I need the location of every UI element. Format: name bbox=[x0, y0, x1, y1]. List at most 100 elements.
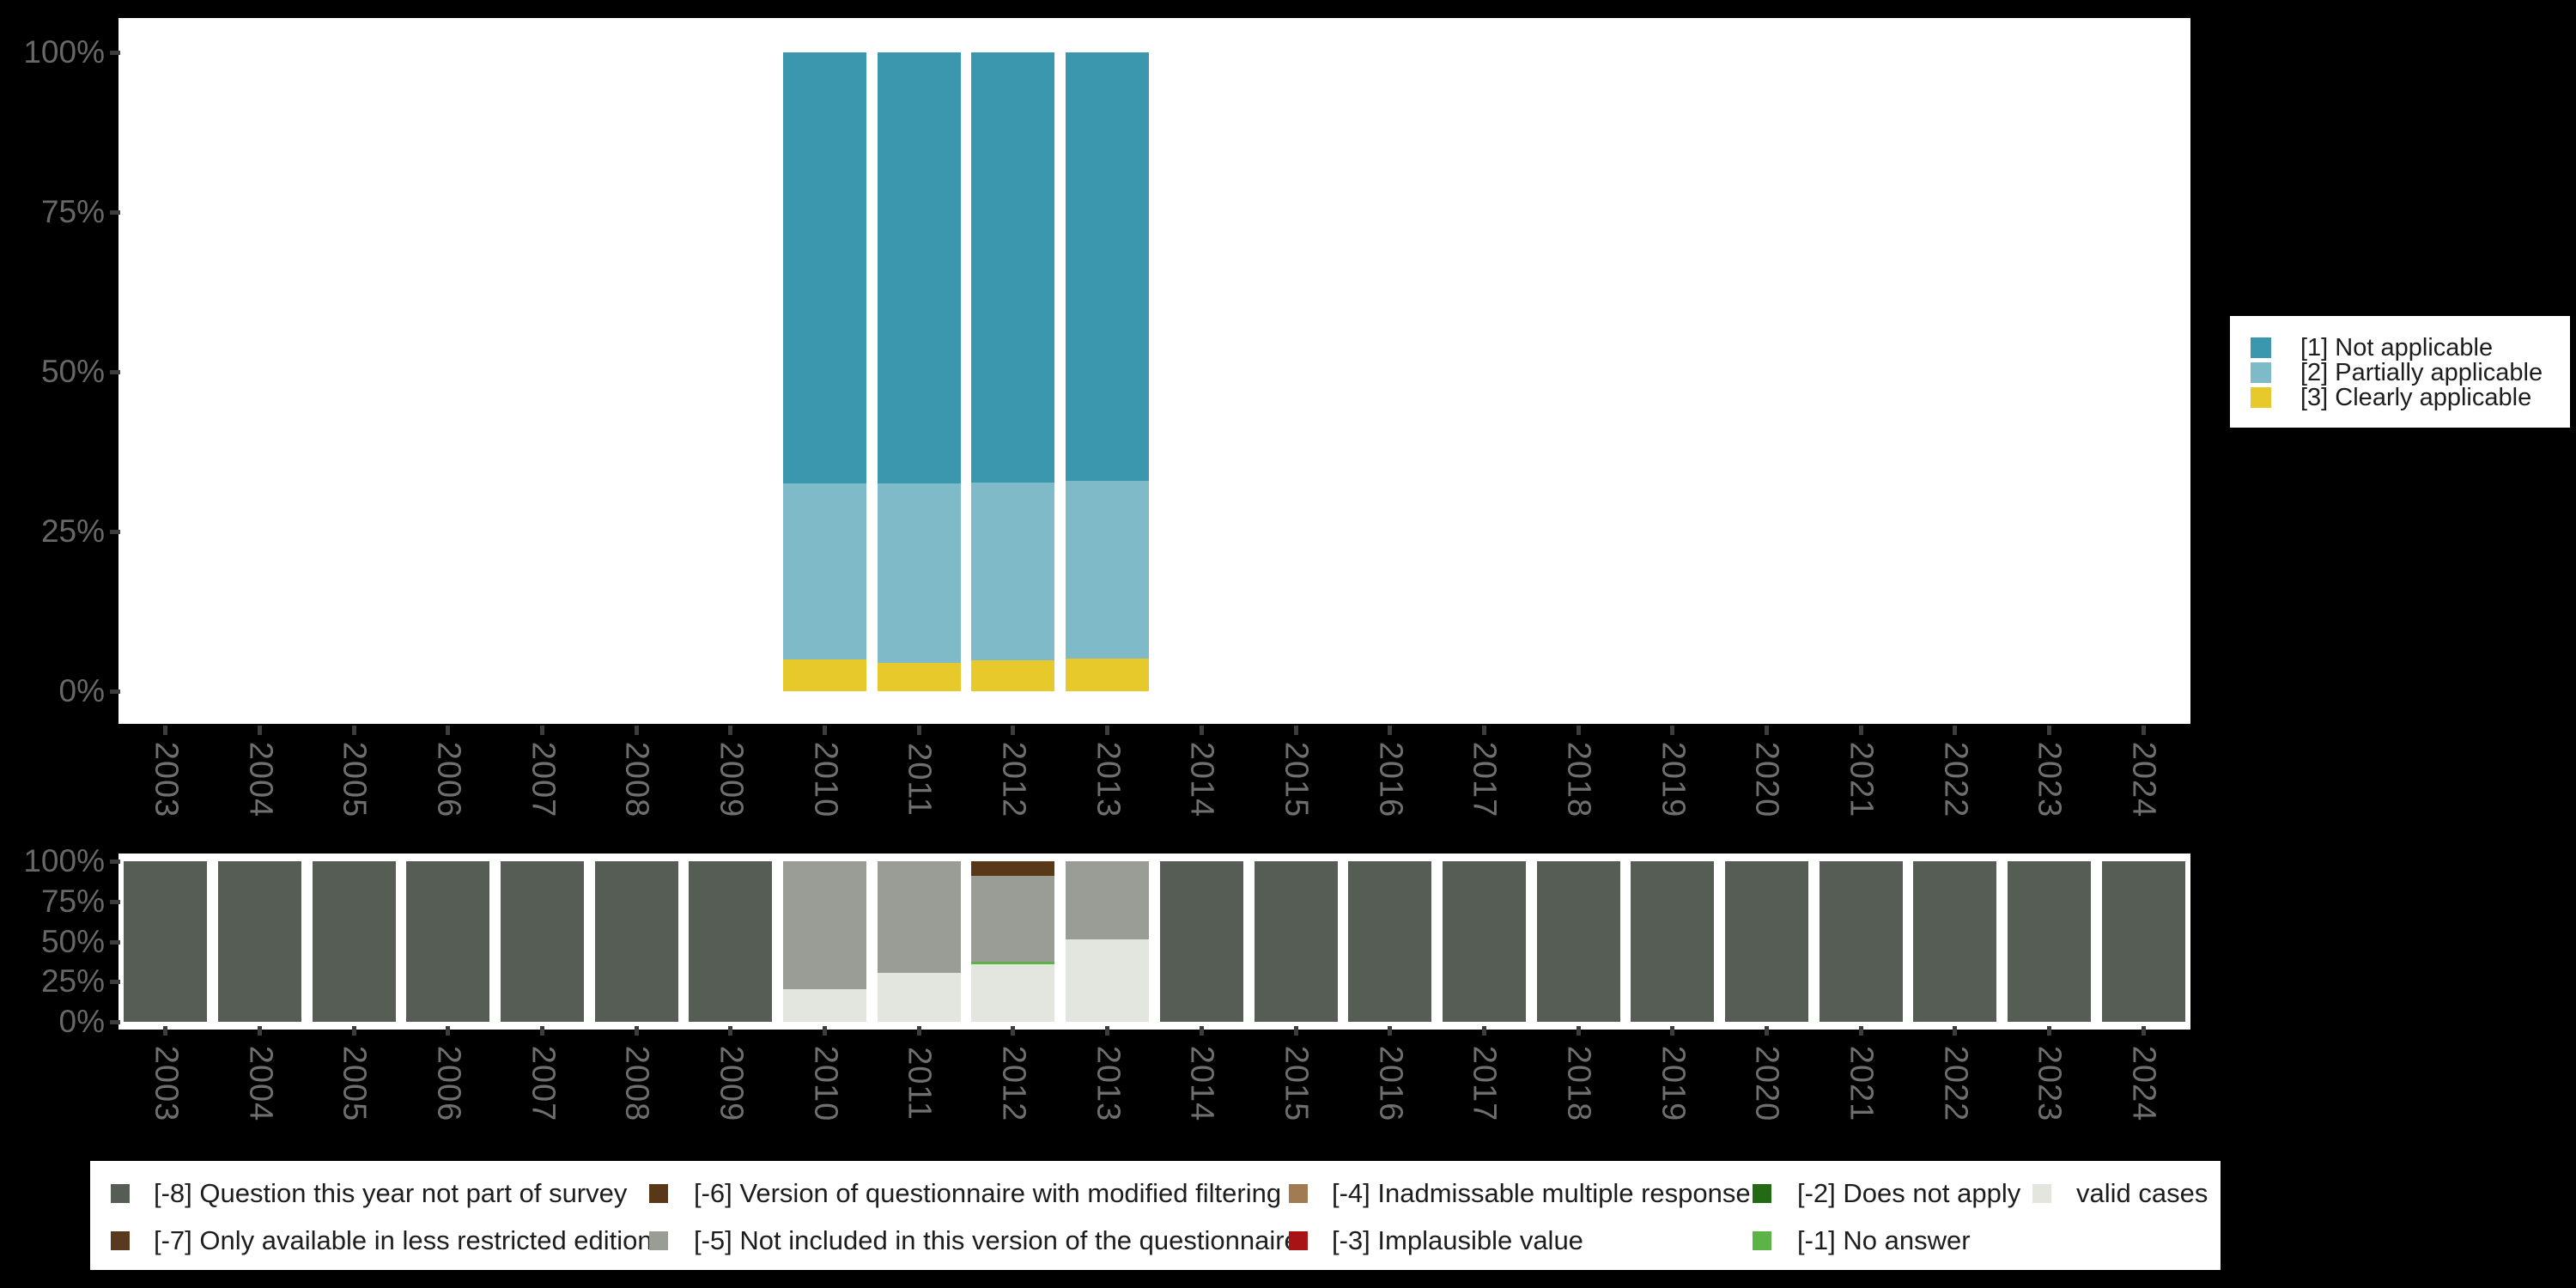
x-axis-tick-mark bbox=[2141, 726, 2146, 735]
x-axis-tick-mark bbox=[1481, 1026, 1486, 1036]
x-axis-tick-mark bbox=[1199, 726, 1204, 735]
bar-segment bbox=[594, 861, 678, 1022]
y-axis-tick-mark bbox=[110, 980, 120, 985]
year-label-text: 2007 bbox=[525, 741, 562, 818]
bar-segment bbox=[1254, 861, 1338, 1022]
x-axis-tick-mark bbox=[1953, 1026, 1958, 1036]
bar-2012 bbox=[971, 861, 1055, 1022]
bar-segment bbox=[1159, 861, 1243, 1022]
year-label-text: 2005 bbox=[336, 741, 373, 818]
y-axis-tick-mark bbox=[110, 530, 120, 534]
legend-label: [-5] Not included in this version of the… bbox=[694, 1225, 1299, 1255]
x-axis-tick-mark bbox=[540, 1026, 545, 1036]
year-label-text: 2020 bbox=[1748, 1045, 1785, 1122]
bar-segment bbox=[1724, 861, 1808, 1022]
year-label-text: 2019 bbox=[1655, 741, 1692, 818]
year-label-text: 2009 bbox=[713, 741, 750, 818]
legend-swatch bbox=[2251, 337, 2271, 358]
bar-segment bbox=[2007, 861, 2091, 1022]
year-label-text: 2012 bbox=[995, 741, 1032, 818]
legend-swatch bbox=[1289, 1184, 1308, 1203]
year-label-text: 2008 bbox=[618, 741, 655, 818]
x-axis-tick-mark bbox=[1670, 726, 1675, 735]
bar-segment bbox=[124, 861, 208, 1022]
x-axis-tick-mark bbox=[1764, 726, 1769, 735]
x-axis-tick-mark bbox=[1011, 1026, 1016, 1036]
x-axis-tick-mark bbox=[634, 726, 639, 735]
y-axis-tick-label: 25% bbox=[40, 963, 105, 999]
legend-swatch bbox=[1753, 1231, 1771, 1250]
year-label-text: 2006 bbox=[430, 1045, 467, 1122]
legend-label: [-1] No answer bbox=[1797, 1225, 1971, 1255]
x-axis-tick-mark bbox=[1293, 1026, 1298, 1036]
y-axis-tick-label: 100% bbox=[23, 843, 105, 878]
x-axis-tick-mark bbox=[823, 726, 828, 735]
bar-2018 bbox=[1536, 861, 1620, 1022]
legend-swatch bbox=[111, 1231, 130, 1250]
year-label-text: 2020 bbox=[1748, 741, 1785, 818]
bar-segment bbox=[406, 861, 490, 1022]
year-label-text: 2013 bbox=[1090, 741, 1127, 818]
x-axis-tick-mark bbox=[1388, 1026, 1393, 1036]
year-label-text: 2008 bbox=[618, 1045, 655, 1122]
y-axis-tick-label: 75% bbox=[40, 194, 105, 229]
bar-2009 bbox=[689, 861, 773, 1022]
year-label-text: 2017 bbox=[1466, 741, 1503, 818]
x-axis-tick-mark bbox=[258, 726, 263, 735]
bar-segment bbox=[218, 861, 302, 1022]
bar-segment bbox=[1819, 861, 1903, 1022]
bar-segment bbox=[783, 52, 867, 484]
y-axis-tick-mark bbox=[110, 51, 120, 55]
x-axis-tick-mark bbox=[163, 1026, 168, 1036]
bar-segment bbox=[971, 961, 1055, 964]
legend-label: [3] Clearly applicable bbox=[2300, 384, 2532, 411]
legend-swatch bbox=[649, 1231, 668, 1250]
legend-swatch bbox=[111, 1184, 130, 1203]
bar-2010 bbox=[783, 861, 867, 1022]
bar-segment bbox=[1348, 861, 1432, 1022]
y-axis-tick-label: 0% bbox=[58, 673, 105, 708]
x-axis-tick-mark bbox=[1105, 1026, 1110, 1036]
bar-2004 bbox=[218, 861, 302, 1022]
bar-segment bbox=[2101, 861, 2185, 1022]
legend-label: [-6] Version of questionnaire with modif… bbox=[694, 1178, 1282, 1208]
bar-segment bbox=[1913, 861, 1997, 1022]
x-axis-tick-mark bbox=[1388, 726, 1393, 735]
bar-segment bbox=[501, 861, 585, 1022]
year-label-text: 2018 bbox=[1560, 741, 1597, 818]
year-label-text: 2014 bbox=[1183, 741, 1220, 818]
bar-2019 bbox=[1631, 861, 1715, 1022]
bar-segment bbox=[1066, 861, 1150, 939]
y-axis-tick-mark bbox=[110, 210, 120, 215]
bar-segment bbox=[877, 861, 961, 973]
year-label-text: 2024 bbox=[2125, 741, 2162, 818]
bar-2014 bbox=[1159, 861, 1243, 1022]
bar-2003 bbox=[124, 861, 208, 1022]
legend-swatch bbox=[2032, 1184, 2051, 1203]
year-label-text: 2017 bbox=[1466, 1045, 1503, 1122]
legend-swatch bbox=[2251, 362, 2271, 383]
bar-segment bbox=[971, 861, 1055, 876]
bar-2010 bbox=[783, 52, 867, 691]
bar-segment bbox=[1066, 52, 1150, 482]
year-label-text: 2023 bbox=[2031, 741, 2068, 818]
x-axis-tick-mark bbox=[1858, 726, 1863, 735]
year-label-text: 2004 bbox=[242, 741, 279, 818]
bar-segment bbox=[783, 483, 867, 659]
y-axis-tick-mark bbox=[110, 1020, 120, 1024]
bar-segment bbox=[877, 52, 961, 484]
legend-swatch bbox=[1289, 1231, 1308, 1250]
bar-2005 bbox=[312, 861, 396, 1022]
year-label-text: 2010 bbox=[807, 741, 844, 818]
bar-2006 bbox=[406, 861, 490, 1022]
year-label-text: 2021 bbox=[1843, 1045, 1880, 1122]
applicability-legend: [1] Not applicable [2] Partially applicab… bbox=[2230, 316, 2570, 428]
x-axis-tick-mark bbox=[540, 726, 545, 735]
year-label-text: 2011 bbox=[901, 1047, 938, 1121]
year-label-text: 2009 bbox=[713, 1045, 750, 1122]
applicability-chart-plot-area bbox=[118, 18, 2190, 724]
x-axis-tick-mark bbox=[2046, 1026, 2051, 1036]
legend-label: [2] Partially applicable bbox=[2300, 359, 2543, 386]
year-label-text: 2021 bbox=[1843, 741, 1880, 818]
